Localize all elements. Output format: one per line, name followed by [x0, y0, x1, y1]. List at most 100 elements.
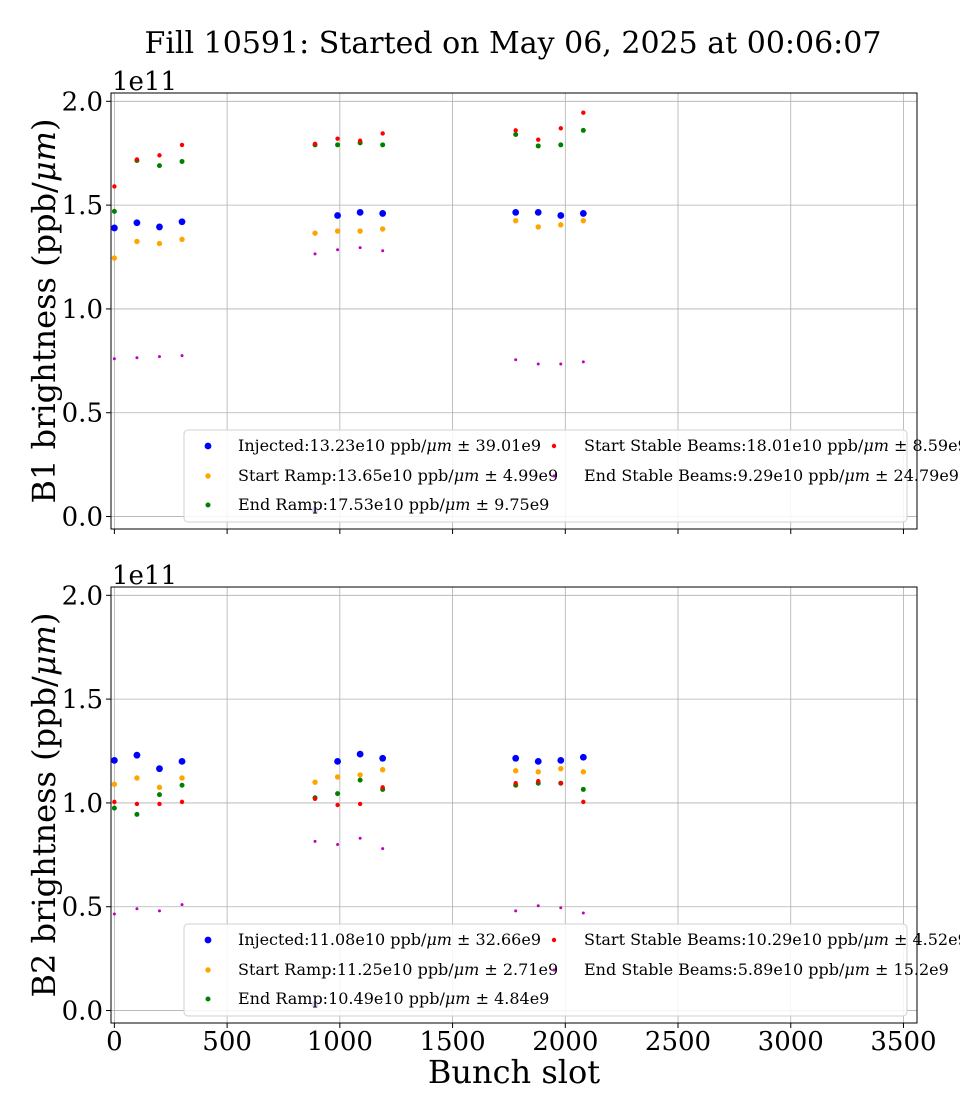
- data-point: [379, 210, 387, 217]
- data-point: [157, 153, 162, 158]
- legend-marker: [205, 996, 211, 1002]
- data-point: [180, 903, 184, 907]
- data-point: [558, 142, 564, 148]
- data-point: [313, 252, 317, 256]
- legend-box: [183, 923, 908, 1017]
- x-axis-label: Bunch slot: [428, 1053, 600, 1091]
- data-point: [381, 249, 385, 253]
- data-point: [156, 792, 162, 798]
- data-point: [536, 904, 540, 908]
- data-point: [558, 126, 563, 131]
- data-point: [312, 230, 318, 236]
- data-point: [559, 906, 563, 910]
- x-tick-label: 500: [202, 1027, 252, 1057]
- data-point: [581, 360, 585, 364]
- data-point: [112, 799, 117, 805]
- data-point: [356, 208, 364, 216]
- data-point: [357, 228, 363, 234]
- legend-marker: [552, 474, 556, 478]
- legend-marker: [551, 443, 557, 449]
- data-point: [536, 362, 540, 366]
- data-point: [358, 836, 362, 840]
- data-point: [111, 781, 118, 787]
- data-point: [134, 775, 140, 781]
- data-point: [534, 208, 542, 216]
- data-point: [178, 218, 186, 226]
- data-point: [179, 236, 185, 243]
- data-point: [580, 769, 587, 775]
- legend-label: Start Stable Beams:18.01e10 ppb/μm ± 8.5…: [584, 436, 960, 455]
- data-point: [157, 801, 162, 807]
- data-point: [335, 136, 340, 141]
- data-point: [581, 911, 585, 915]
- data-point: [336, 842, 340, 846]
- data-point: [111, 208, 117, 214]
- b2-brightness-panel: 0 500 1000 1500 2000 2500 3000 3500 0.0 0.5 1.0 1.5…: [25, 561, 960, 1091]
- axes-frame: [110, 92, 918, 530]
- data-point: [112, 912, 116, 916]
- data-point: [313, 839, 317, 843]
- legend-label: Injected:13.23e10 ppb/μm ± 39.01e9: [238, 436, 541, 455]
- legend-label: End Ramp:10.49e10 ppb/μm ± 4.84e9: [238, 989, 549, 1008]
- data-point: [134, 811, 140, 817]
- data-point: [380, 142, 386, 148]
- data-point: [381, 847, 385, 851]
- legend-label: End Stable Beams:5.89e10 ppb/μm ± 15.2e9: [584, 960, 949, 979]
- data-point: [134, 238, 140, 245]
- data-point: [157, 355, 161, 359]
- data-point: [358, 246, 362, 250]
- data-point: [336, 248, 340, 252]
- data-point: [335, 802, 340, 808]
- data-point: [379, 767, 386, 773]
- data-point: [580, 786, 586, 792]
- data-point: [380, 131, 385, 136]
- data-point: [133, 751, 141, 759]
- legend-label: Injected:11.08e10 ppb/μm ± 32.66e9: [238, 930, 541, 949]
- data-point: [356, 750, 364, 758]
- y-axis-label: B1 brightness (ppb/μm): [25, 119, 63, 504]
- data-point: [178, 758, 186, 765]
- data-point: [536, 778, 541, 784]
- y-tick-label: 0.5: [62, 399, 103, 429]
- data-point: [579, 753, 587, 761]
- y-tick-label: 1.0: [62, 295, 103, 325]
- data-point: [512, 217, 519, 224]
- axis-offset-text: 1e11: [112, 67, 177, 97]
- data-point: [312, 796, 318, 801]
- figure-title: Fill 10591: Started on May 06, 2025 at 0…: [145, 26, 882, 61]
- x-tick-label: 0: [106, 1027, 123, 1057]
- legend-label: Start Stable Beams:10.29e10 ppb/μm ± 4.5…: [584, 930, 960, 949]
- data-point: [581, 110, 586, 115]
- data-point: [156, 223, 163, 231]
- data-point: [535, 769, 541, 775]
- data-point: [110, 224, 118, 232]
- data-point: [357, 772, 363, 778]
- data-point: [379, 226, 386, 232]
- data-point: [334, 774, 341, 780]
- data-point: [335, 791, 341, 797]
- data-point: [157, 909, 161, 913]
- data-point: [312, 779, 318, 785]
- data-point: [558, 765, 564, 772]
- legend-label: Start Ramp:11.25e10 ppb/μm ± 2.71e9: [238, 960, 558, 979]
- data-point: [112, 357, 116, 361]
- y-axis-label: B2 brightness (ppb/μm): [25, 613, 63, 998]
- x-tick-label: 3500: [870, 1027, 936, 1057]
- y-tick-label: 0.5: [62, 893, 103, 923]
- y-tick-label: 0.0: [62, 997, 103, 1027]
- data-point: [134, 157, 140, 162]
- data-point: [179, 142, 185, 148]
- data-point: [535, 143, 541, 149]
- legend-label: Start Ramp:13.65e10 ppb/μm ± 4.99e9: [238, 466, 558, 485]
- y-tick-label: 1.5: [62, 191, 103, 221]
- y-tick-label: 1.0: [62, 789, 103, 819]
- data-point: [112, 184, 117, 189]
- legend-marker: [551, 937, 557, 943]
- data-point: [110, 756, 118, 764]
- legend-marker: [204, 936, 212, 944]
- data-point: [334, 212, 341, 219]
- data-point: [514, 358, 518, 362]
- data-point: [179, 799, 185, 805]
- data-point: [334, 228, 341, 234]
